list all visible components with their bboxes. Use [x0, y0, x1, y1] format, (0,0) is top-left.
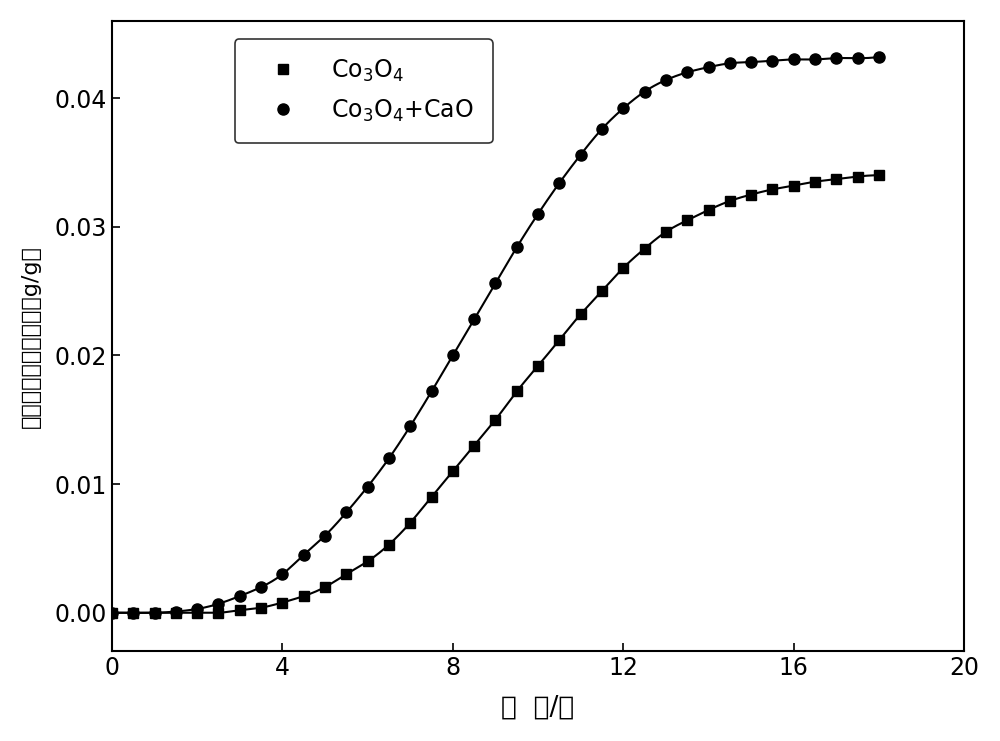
- Co$_3$O$_4$+CaO: [426, 387, 438, 396]
- Co$_3$O$_4$+CaO: [340, 508, 352, 517]
- Co$_3$O$_4$+CaO: [660, 76, 672, 84]
- Co$_3$O$_4$: [319, 582, 331, 591]
- Co$_3$O$_4$+CaO: [745, 58, 757, 67]
- Co$_3$O$_4$+CaO: [362, 482, 374, 491]
- Co$_3$O$_4$+CaO: [809, 55, 821, 64]
- Co$_3$O$_4$: [489, 415, 501, 424]
- Co$_3$O$_4$: [660, 227, 672, 236]
- Co$_3$O$_4$: [170, 608, 182, 617]
- Co$_3$O$_4$: [788, 181, 800, 190]
- Co$_3$O$_4$: [852, 172, 864, 181]
- Co$_3$O$_4$: [703, 205, 715, 214]
- Co$_3$O$_4$+CaO: [532, 210, 544, 219]
- Co$_3$O$_4$+CaO: [788, 55, 800, 64]
- Co$_3$O$_4$+CaO: [489, 279, 501, 288]
- Co$_3$O$_4$+CaO: [596, 124, 608, 133]
- Co$_3$O$_4$: [873, 171, 885, 180]
- Co$_3$O$_4$+CaO: [724, 59, 736, 67]
- Co$_3$O$_4$+CaO: [383, 454, 395, 463]
- Co$_3$O$_4$: [575, 310, 587, 319]
- Co$_3$O$_4$: [468, 441, 480, 450]
- Co$_3$O$_4$: [766, 185, 778, 194]
- Co$_3$O$_4$+CaO: [468, 315, 480, 324]
- Co$_3$O$_4$+CaO: [511, 243, 523, 252]
- Co$_3$O$_4$: [426, 493, 438, 502]
- Co$_3$O$_4$: [191, 608, 203, 617]
- Co$_3$O$_4$: [596, 287, 608, 296]
- Co$_3$O$_4$+CaO: [639, 87, 651, 96]
- Co$_3$O$_4$: [511, 387, 523, 396]
- Co$_3$O$_4$+CaO: [191, 605, 203, 614]
- Co$_3$O$_4$+CaO: [830, 53, 842, 62]
- Co$_3$O$_4$+CaO: [276, 570, 288, 579]
- Co$_3$O$_4$: [724, 196, 736, 205]
- Co$_3$O$_4$+CaO: [106, 608, 118, 617]
- Co$_3$O$_4$: [298, 591, 310, 600]
- Co$_3$O$_4$: [830, 175, 842, 184]
- Co$_3$O$_4$+CaO: [681, 68, 693, 77]
- Co$_3$O$_4$+CaO: [212, 599, 224, 608]
- Co$_3$O$_4$+CaO: [234, 591, 246, 600]
- Co$_3$O$_4$+CaO: [255, 582, 267, 591]
- Co$_3$O$_4$: [617, 264, 629, 273]
- Co$_3$O$_4$: [276, 598, 288, 607]
- Co$_3$O$_4$: [127, 608, 139, 617]
- Co$_3$O$_4$+CaO: [575, 150, 587, 159]
- Co$_3$O$_4$: [383, 540, 395, 549]
- Co$_3$O$_4$+CaO: [873, 53, 885, 62]
- Co$_3$O$_4$: [681, 216, 693, 225]
- Co$_3$O$_4$+CaO: [298, 551, 310, 559]
- Co$_3$O$_4$+CaO: [553, 179, 565, 187]
- Co$_3$O$_4$: [362, 557, 374, 566]
- Co$_3$O$_4$: [809, 177, 821, 186]
- Co$_3$O$_4$: [340, 570, 352, 579]
- X-axis label: 时  间/秒: 时 间/秒: [501, 694, 575, 720]
- Co$_3$O$_4$+CaO: [404, 422, 416, 431]
- Y-axis label: 每克载氧体释氧质量（g/g）: 每克载氧体释氧质量（g/g）: [21, 245, 41, 428]
- Co$_3$O$_4$+CaO: [319, 531, 331, 540]
- Co$_3$O$_4$+CaO: [766, 56, 778, 65]
- Co$_3$O$_4$: [553, 336, 565, 345]
- Co$_3$O$_4$: [234, 606, 246, 615]
- Line: Co$_3$O$_4$: Co$_3$O$_4$: [107, 170, 884, 618]
- Co$_3$O$_4$+CaO: [127, 608, 139, 617]
- Co$_3$O$_4$+CaO: [703, 63, 715, 72]
- Co$_3$O$_4$+CaO: [852, 53, 864, 62]
- Co$_3$O$_4$: [447, 467, 459, 476]
- Co$_3$O$_4$: [639, 245, 651, 253]
- Co$_3$O$_4$+CaO: [447, 351, 459, 360]
- Co$_3$O$_4$: [106, 608, 118, 617]
- Co$_3$O$_4$: [255, 603, 267, 612]
- Line: Co$_3$O$_4$+CaO: Co$_3$O$_4$+CaO: [106, 51, 885, 619]
- Co$_3$O$_4$: [404, 518, 416, 527]
- Co$_3$O$_4$+CaO: [617, 104, 629, 113]
- Co$_3$O$_4$: [149, 608, 161, 617]
- Co$_3$O$_4$: [532, 362, 544, 370]
- Co$_3$O$_4$: [212, 608, 224, 617]
- Legend: Co$_3$O$_4$, Co$_3$O$_4$+CaO: Co$_3$O$_4$, Co$_3$O$_4$+CaO: [235, 39, 493, 143]
- Co$_3$O$_4$: [745, 190, 757, 199]
- Co$_3$O$_4$+CaO: [170, 607, 182, 616]
- Co$_3$O$_4$+CaO: [149, 608, 161, 617]
